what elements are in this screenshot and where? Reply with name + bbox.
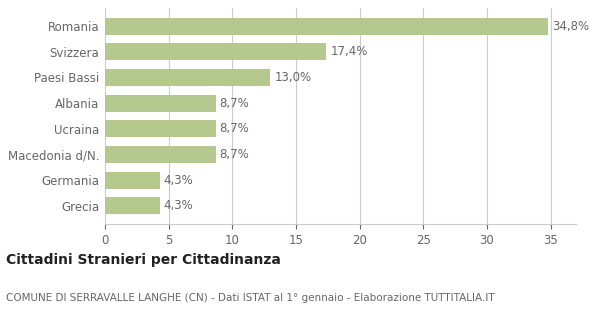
Text: 8,7%: 8,7% [220, 148, 250, 161]
Text: 4,3%: 4,3% [164, 174, 193, 187]
Text: 8,7%: 8,7% [220, 122, 250, 135]
Bar [105, 69, 271, 86]
Bar [105, 197, 160, 214]
Bar [105, 172, 160, 188]
Text: 4,3%: 4,3% [164, 199, 193, 212]
Text: Cittadini Stranieri per Cittadinanza: Cittadini Stranieri per Cittadinanza [6, 253, 281, 267]
Bar [105, 121, 216, 137]
Bar [105, 95, 216, 111]
Bar [105, 18, 548, 35]
Text: COMUNE DI SERRAVALLE LANGHE (CN) - Dati ISTAT al 1° gennaio - Elaborazione TUTTI: COMUNE DI SERRAVALLE LANGHE (CN) - Dati … [6, 293, 494, 303]
Text: 34,8%: 34,8% [552, 20, 589, 33]
Bar [105, 44, 326, 60]
Text: 8,7%: 8,7% [220, 97, 250, 110]
Text: 17,4%: 17,4% [331, 45, 368, 58]
Text: 13,0%: 13,0% [274, 71, 311, 84]
Bar [105, 146, 216, 163]
